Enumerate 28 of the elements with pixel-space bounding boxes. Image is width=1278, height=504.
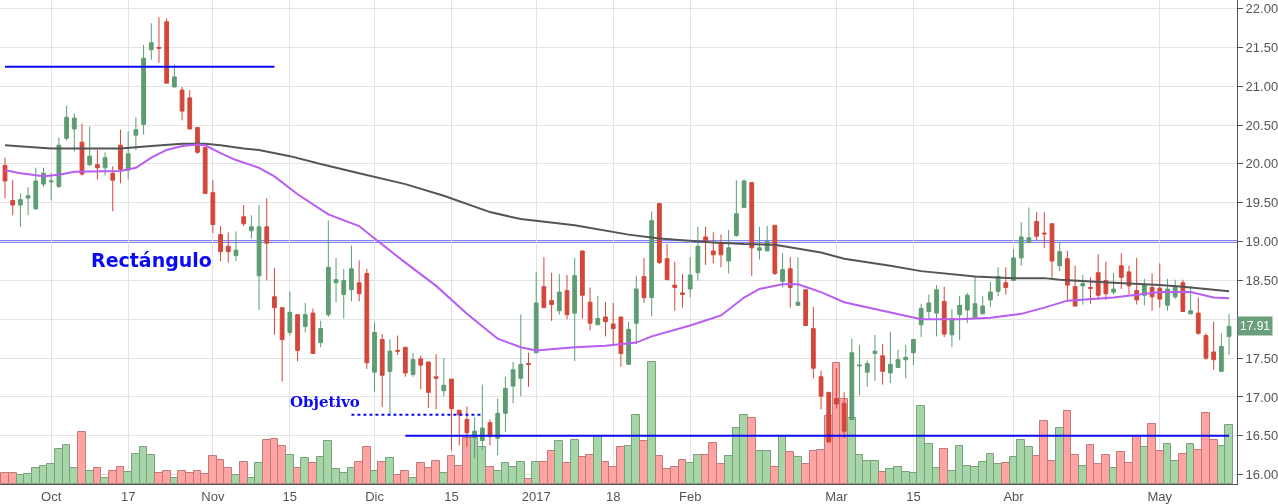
- annotation: 17.91: [1240, 319, 1271, 333]
- y-tick-label: 20.50: [1245, 117, 1278, 133]
- y-tick-label: 17.50: [1245, 350, 1278, 366]
- x-tick-label: 2017: [521, 488, 551, 504]
- x-tick-label: Nov: [201, 488, 225, 504]
- x-tick-label: May: [1147, 488, 1173, 504]
- x-tick-label: 18: [605, 488, 621, 504]
- x-tick-label: 15: [906, 488, 921, 504]
- y-tick-label: 16.50: [1245, 428, 1278, 444]
- x-tick-label: Mar: [825, 488, 849, 504]
- x-tick-label: 15: [444, 488, 459, 504]
- y-tick-label: 20.00: [1245, 156, 1278, 172]
- x-tick-label: Feb: [678, 488, 702, 504]
- y-tick-label: 21.00: [1245, 78, 1278, 94]
- y-tick-label: 19.50: [1245, 195, 1278, 211]
- y-tick-label: 22.00: [1245, 1, 1278, 17]
- x-tick-label: 15: [282, 488, 298, 504]
- x-tick-label: 17: [120, 488, 136, 504]
- annotation: Rectángulo: [91, 249, 212, 271]
- y-tick-label: 21.50: [1245, 39, 1278, 55]
- y-tick-label: 18.50: [1245, 273, 1278, 289]
- y-tick-label: 19.00: [1245, 234, 1278, 250]
- y-tick-label: 16.00: [1245, 467, 1278, 483]
- y-tick-label: 17.00: [1245, 389, 1278, 405]
- x-tick-label: Oct: [41, 488, 62, 504]
- annotation: Objetivo: [290, 393, 360, 411]
- x-tick-label: Abr: [1003, 488, 1025, 504]
- x-tick-label: Dic: [365, 488, 385, 504]
